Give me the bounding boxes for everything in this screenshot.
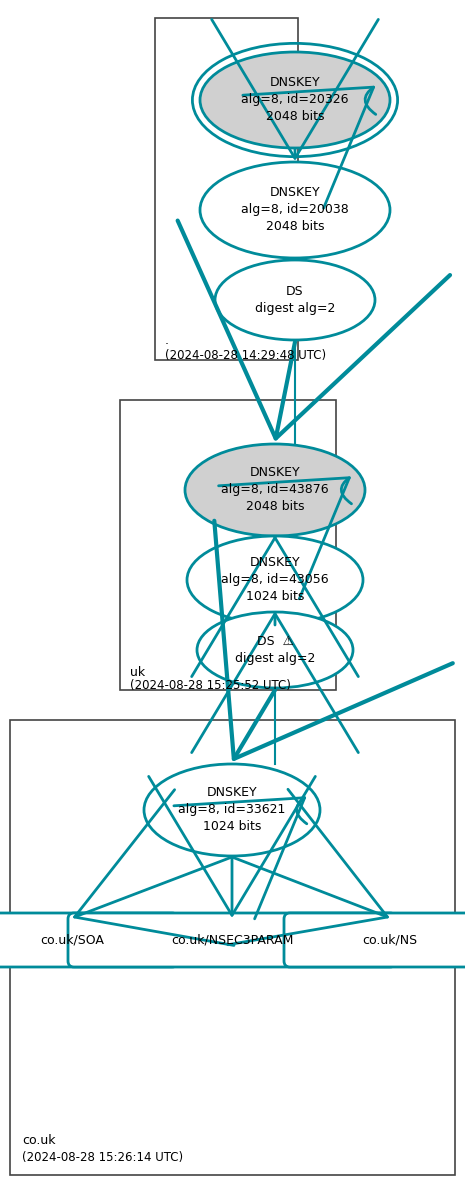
Text: DNSKEY
alg=8, id=43056
1024 bits: DNSKEY alg=8, id=43056 1024 bits xyxy=(221,556,329,603)
Ellipse shape xyxy=(185,444,365,536)
Text: .: . xyxy=(165,333,169,346)
Text: (2024-08-28 14:29:48 UTC): (2024-08-28 14:29:48 UTC) xyxy=(165,350,326,363)
FancyBboxPatch shape xyxy=(284,913,465,967)
Ellipse shape xyxy=(200,162,390,258)
Text: co.uk: co.uk xyxy=(22,1133,55,1146)
Text: co.uk/NS: co.uk/NS xyxy=(362,934,418,947)
Text: uk: uk xyxy=(130,665,145,678)
Ellipse shape xyxy=(200,53,390,148)
Bar xyxy=(155,18,298,361)
Bar xyxy=(10,720,455,1175)
Text: co.uk/SOA: co.uk/SOA xyxy=(40,934,104,947)
Text: DS
digest alg=2: DS digest alg=2 xyxy=(255,285,335,315)
Text: (2024-08-28 15:26:14 UTC): (2024-08-28 15:26:14 UTC) xyxy=(22,1151,183,1164)
Bar xyxy=(120,400,336,690)
Text: DNSKEY
alg=8, id=33621
1024 bits: DNSKEY alg=8, id=33621 1024 bits xyxy=(178,787,286,833)
Text: DS  ⚠
digest alg=2: DS ⚠ digest alg=2 xyxy=(235,635,315,665)
FancyBboxPatch shape xyxy=(68,913,396,967)
Text: co.uk/NSEC3PARAM: co.uk/NSEC3PARAM xyxy=(171,934,293,947)
Text: DNSKEY
alg=8, id=20038
2048 bits: DNSKEY alg=8, id=20038 2048 bits xyxy=(241,186,349,234)
Text: DNSKEY
alg=8, id=43876
2048 bits: DNSKEY alg=8, id=43876 2048 bits xyxy=(221,467,329,513)
FancyBboxPatch shape xyxy=(0,913,178,967)
Text: DNSKEY
alg=8, id=20326
2048 bits: DNSKEY alg=8, id=20326 2048 bits xyxy=(241,76,349,123)
Ellipse shape xyxy=(144,764,320,856)
Ellipse shape xyxy=(197,613,353,688)
Text: (2024-08-28 15:25:52 UTC): (2024-08-28 15:25:52 UTC) xyxy=(130,679,291,693)
Ellipse shape xyxy=(187,536,363,624)
Ellipse shape xyxy=(215,260,375,340)
